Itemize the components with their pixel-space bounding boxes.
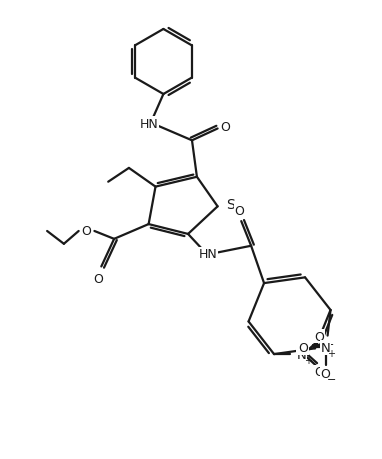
Text: N: N [297, 348, 306, 361]
Text: +: + [304, 355, 312, 365]
Text: −: − [327, 374, 336, 384]
Text: O: O [94, 272, 103, 285]
Text: HN: HN [139, 118, 158, 131]
Text: O: O [220, 121, 230, 134]
Text: O: O [320, 367, 330, 380]
Text: O: O [314, 330, 324, 343]
Text: −: − [325, 340, 334, 349]
Text: N: N [321, 341, 330, 354]
Text: O: O [298, 341, 308, 354]
Text: HN: HN [198, 247, 217, 261]
Text: O: O [314, 365, 324, 379]
Text: O: O [234, 204, 244, 217]
Text: +: + [327, 348, 335, 358]
Text: S: S [227, 198, 235, 212]
Text: O: O [82, 225, 91, 238]
